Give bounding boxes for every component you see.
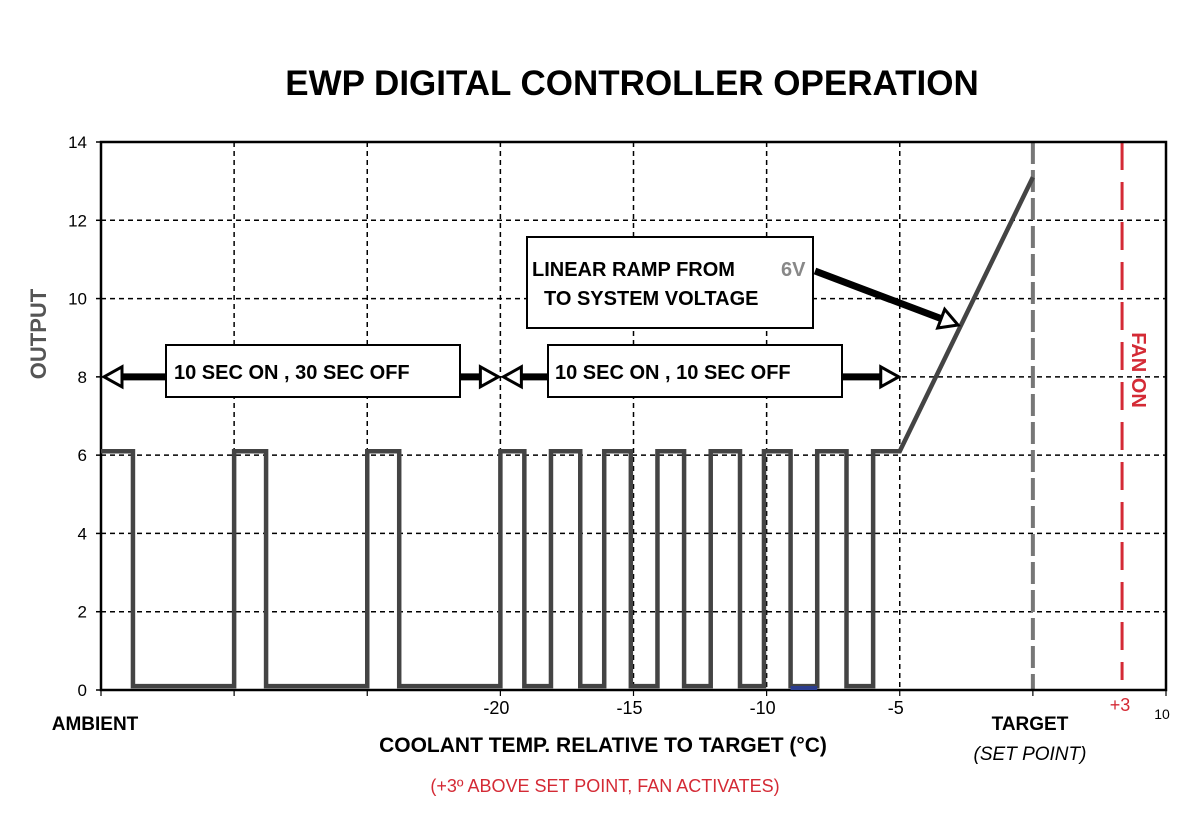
ambient-label: AMBIENT — [52, 714, 139, 735]
fan-note: (+3º ABOVE SET POINT, FAN ACTIVATES) — [430, 776, 779, 796]
axis-labels: OUTPUT COOLANT TEMP. RELATIVE TO TARGET … — [26, 288, 1170, 796]
annotation-box — [526, 236, 814, 329]
y-tick-label: 0 — [78, 681, 87, 700]
annotation-value: 6V — [781, 259, 806, 281]
arrow-shaft — [813, 267, 943, 322]
arrow-head — [879, 364, 902, 390]
target-label: TARGET — [992, 714, 1069, 735]
y-tick-label: 6 — [78, 446, 87, 465]
plot-frame — [99, 140, 1168, 692]
arrow-head — [500, 364, 523, 390]
annotation-text: TO SYSTEM VOLTAGE — [544, 288, 758, 310]
arrow-head — [935, 306, 961, 330]
annotation-text: 10 SEC ON , 10 SEC OFF — [555, 362, 791, 384]
x-axis-label: COOLANT TEMP. RELATIVE TO TARGET (°C) — [379, 734, 827, 757]
right-end-label: 10 — [1154, 706, 1170, 722]
plus3-label: +3 — [1110, 695, 1131, 715]
arrow-head — [478, 364, 502, 390]
annotation-text: LINEAR RAMP FROM — [532, 259, 735, 281]
y-tick-label: 2 — [78, 603, 87, 622]
annotation-box — [547, 344, 843, 398]
marks — [101, 176, 1035, 690]
annotation-box — [165, 344, 461, 398]
x-tick-label: -10 — [750, 698, 776, 718]
x-tick-label: -5 — [888, 698, 904, 718]
set-point-label: (SET POINT) — [974, 744, 1087, 765]
y-axis-label: OUTPUT — [26, 288, 51, 379]
y-tick-label: 12 — [68, 211, 87, 230]
y-tick-label: 4 — [78, 524, 87, 543]
x-tick-label: -15 — [616, 698, 642, 718]
chart-title: EWP DIGITAL CONTROLLER OPERATION — [285, 64, 979, 103]
y-tick-label: 10 — [68, 290, 87, 309]
fan-on-label: FAN ON — [1127, 332, 1149, 408]
arrow-head — [100, 364, 124, 390]
grid: 0 2 4 6 8 10 12 14 -20 -15 -10 -5 — [68, 133, 1168, 718]
x-tick-label: -20 — [483, 698, 509, 718]
annotations: 10 SEC ON , 30 SEC OFF 10 SEC ON , 10 SEC… — [100, 236, 961, 398]
annotation-text: 10 SEC ON , 30 SEC OFF — [174, 362, 410, 384]
y-tick-label: 14 — [68, 133, 87, 152]
y-tick-label: 8 — [78, 368, 87, 387]
